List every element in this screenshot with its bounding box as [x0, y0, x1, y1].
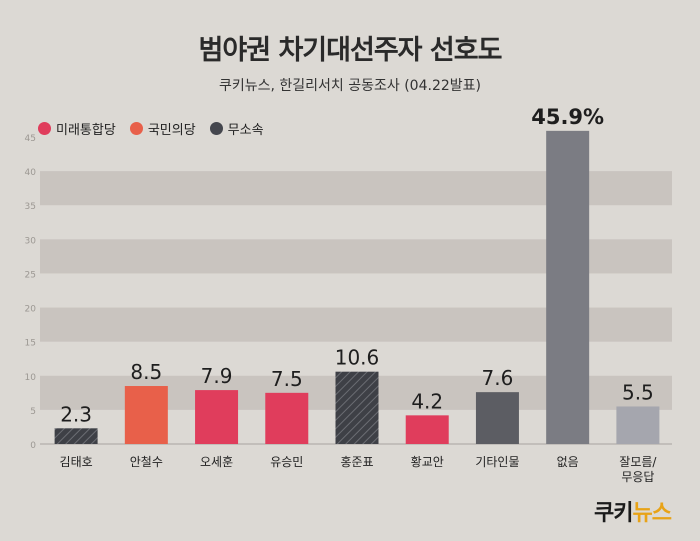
value-label-3: 7.5 [271, 367, 303, 391]
kuki-news-logo: 쿠키뉴스 [594, 495, 672, 527]
legend-label-future-united: 미래통합당 [56, 123, 116, 138]
bar-2 [195, 390, 239, 444]
x-tick-label-0: 김태호 [60, 455, 93, 469]
x-tick-label-4: 홍준표 [340, 455, 373, 469]
value-label-6: 7.6 [482, 366, 514, 390]
legend-dot-future-united [38, 122, 51, 135]
bar-4 [335, 371, 379, 444]
x-tick-label-7: 없음 [557, 455, 579, 469]
x-tick-label-5: 황교안 [411, 455, 444, 469]
bar-6 [475, 392, 519, 444]
value-label-5: 4.2 [411, 389, 443, 413]
y-tick-label: 15 [25, 339, 36, 349]
value-label-8: 5.5 [622, 380, 654, 404]
y-tick-label: 0 [30, 441, 36, 451]
y-tick-label: 20 [25, 305, 37, 315]
y-tick-label: 30 [25, 236, 37, 246]
logo-main-text: 쿠키 [594, 501, 633, 526]
y-tick-label: 40 [25, 168, 37, 178]
bar-1 [124, 386, 168, 444]
chart-title: 범야권 차기대선주자 선호도 [198, 35, 503, 66]
x-tick-label-1: 안철수 [130, 455, 163, 469]
bar-7 [546, 130, 590, 445]
bar-0 [54, 428, 98, 444]
y-tick-label: 25 [25, 270, 36, 280]
legend: 미래통합당 국민의당 무소속 [38, 119, 264, 138]
legend-label-peoples-party: 국민의당 [147, 123, 196, 138]
value-label-1: 8.5 [130, 360, 162, 384]
x-tick-label-6: 기타인물 [475, 455, 519, 469]
legend-item-peoples-party: 국민의당 [129, 119, 196, 138]
bar-8 [616, 406, 660, 444]
x-tick-label-2: 오세훈 [200, 455, 233, 469]
legend-item-independent: 무소속 [209, 119, 264, 138]
legend-label-independent: 무소속 [227, 123, 264, 138]
value-label-7: 45.9% [531, 105, 604, 129]
legend-dot-independent [209, 122, 223, 135]
value-label-0: 2.3 [60, 402, 92, 426]
bar-5 [405, 415, 449, 444]
x-tick-label-8: 잘모름/무응답 [619, 455, 657, 484]
bar-3 [265, 392, 309, 444]
chart-subtitle: 쿠키뉴스, 한길리서치 공동조사 (04.22발표) [218, 78, 481, 94]
legend-item-future-united: 미래통합당 [38, 119, 116, 138]
legend-dot-peoples-party [129, 122, 143, 135]
logo-accent-text: 뉴스 [632, 501, 671, 526]
value-label-2: 7.9 [201, 364, 233, 388]
y-tick-label: 45 [25, 134, 36, 144]
y-tick-label: 5 [30, 407, 36, 417]
y-tick-label: 35 [25, 202, 36, 212]
x-tick-label-3: 유승민 [270, 455, 303, 469]
y-tick-label: 10 [25, 373, 37, 383]
value-label-4: 10.6 [335, 346, 380, 370]
